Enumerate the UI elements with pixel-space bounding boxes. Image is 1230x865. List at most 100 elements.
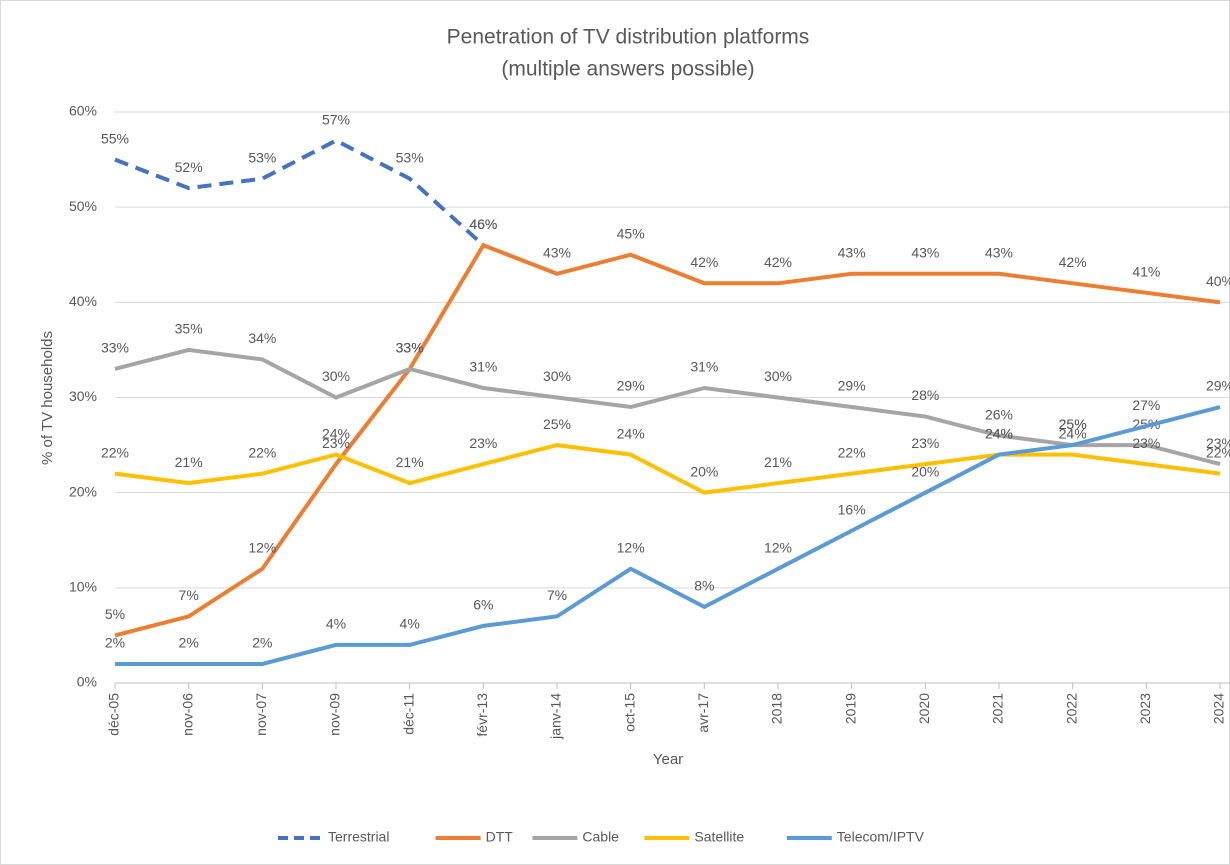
data-label: 29% [617, 378, 645, 394]
x-tick-label: nov-06 [179, 693, 195, 736]
data-label: 30% [322, 368, 350, 384]
x-tick-label: 2023 [1137, 693, 1153, 724]
y-tick-label: 40% [69, 293, 97, 309]
data-label: 22% [248, 444, 276, 460]
x-tick-label: janv-14 [548, 693, 564, 740]
data-label: 23% [1206, 435, 1230, 451]
legend-label: DTT [486, 829, 514, 845]
data-label: 2% [252, 635, 272, 651]
x-tick-label: 2024 [1211, 693, 1227, 724]
data-label: 33% [396, 340, 424, 356]
legend-label: Telecom/IPTV [837, 829, 925, 845]
data-label: 43% [985, 244, 1013, 260]
x-tick-label: 2019 [842, 693, 858, 724]
data-label: 53% [396, 149, 424, 165]
line-series [114, 443, 1221, 495]
data-label: 12% [764, 540, 792, 556]
data-label: 57% [322, 111, 350, 127]
data-label: 30% [764, 368, 792, 384]
data-label: 40% [1206, 273, 1230, 289]
data-label: 43% [543, 244, 571, 260]
y-tick-label: 10% [69, 579, 97, 595]
data-label: 7% [179, 587, 199, 603]
data-label: 5% [105, 606, 125, 622]
data-label: 43% [911, 244, 939, 260]
data-label: 35% [175, 321, 203, 337]
y-tick-label: 0% [77, 674, 97, 690]
data-label: 42% [764, 254, 792, 270]
data-label: 12% [617, 540, 645, 556]
data-label: 28% [911, 387, 939, 403]
data-label: 6% [473, 597, 493, 613]
x-tick-label: 2020 [916, 693, 932, 724]
data-label: 29% [838, 378, 866, 394]
y-tick-label: 60% [69, 103, 97, 119]
data-label: 24% [322, 425, 350, 441]
data-label: 8% [694, 578, 714, 594]
data-label: 4% [400, 616, 420, 632]
x-tick-label: 2018 [769, 693, 785, 724]
data-label: 23% [469, 435, 497, 451]
x-tick-label: avr-17 [695, 693, 711, 733]
data-label: 23% [911, 435, 939, 451]
data-label: 2% [105, 635, 125, 651]
data-label: 16% [838, 501, 866, 517]
data-label: 27% [1132, 397, 1160, 413]
data-label: 2% [179, 635, 199, 651]
legend-label: Terrestrial [328, 829, 389, 845]
y-tick-label: 20% [69, 483, 97, 499]
data-label: 33% [101, 340, 129, 356]
data-label: 31% [469, 359, 497, 375]
legend-label: Satellite [694, 829, 744, 845]
y-tick-label: 30% [69, 388, 97, 404]
data-label: 42% [1059, 254, 1087, 270]
x-tick-label: nov-09 [327, 693, 343, 736]
x-tick-label: oct-15 [621, 693, 637, 732]
legend-label: Cable [582, 829, 619, 845]
data-label: 30% [543, 368, 571, 384]
x-tick-label: 2022 [1063, 693, 1079, 724]
y-tick-label: 50% [69, 198, 97, 214]
x-tick-label: nov-07 [253, 693, 269, 736]
line-series [114, 347, 1221, 467]
data-label: 26% [985, 406, 1013, 422]
x-tick-label: 2021 [990, 693, 1006, 724]
data-label: 42% [690, 254, 718, 270]
y-axis-label: % of TV households [39, 331, 56, 465]
x-axis-label: Year [653, 751, 683, 768]
line-series [115, 405, 1221, 666]
data-label: 55% [101, 130, 129, 146]
data-label: 22% [1206, 444, 1230, 460]
chart-title: Penetration of TV distribution platforms [447, 26, 810, 49]
data-label: 4% [326, 616, 346, 632]
data-label: 24% [617, 425, 645, 441]
data-label: 24% [985, 425, 1013, 441]
data-label: 25% [1059, 416, 1087, 432]
data-label: 25% [1059, 416, 1087, 432]
data-label: 23% [322, 435, 350, 451]
x-tick-label: déc-11 [400, 693, 416, 735]
data-label: 22% [838, 444, 866, 460]
data-label: 21% [764, 454, 792, 470]
data-label: 12% [248, 540, 276, 556]
chart-subtitle: (multiple answers possible) [501, 58, 754, 81]
data-label: 52% [175, 159, 203, 175]
data-label: 24% [985, 425, 1013, 441]
line-series [114, 138, 485, 247]
data-label: 33% [396, 340, 424, 356]
data-label: 21% [175, 454, 203, 470]
data-label: 45% [617, 225, 645, 241]
data-label: 41% [1132, 264, 1160, 280]
data-label: 20% [690, 463, 718, 479]
data-label: 46% [469, 216, 497, 232]
data-label: 46% [469, 216, 497, 232]
data-label: 24% [1059, 425, 1087, 441]
x-tick-label: déc-05 [106, 693, 122, 736]
data-label: 31% [690, 359, 718, 375]
data-label: 23% [1132, 435, 1160, 451]
data-label: 20% [911, 463, 939, 479]
data-label: 22% [101, 444, 129, 460]
data-label: 21% [396, 454, 424, 470]
